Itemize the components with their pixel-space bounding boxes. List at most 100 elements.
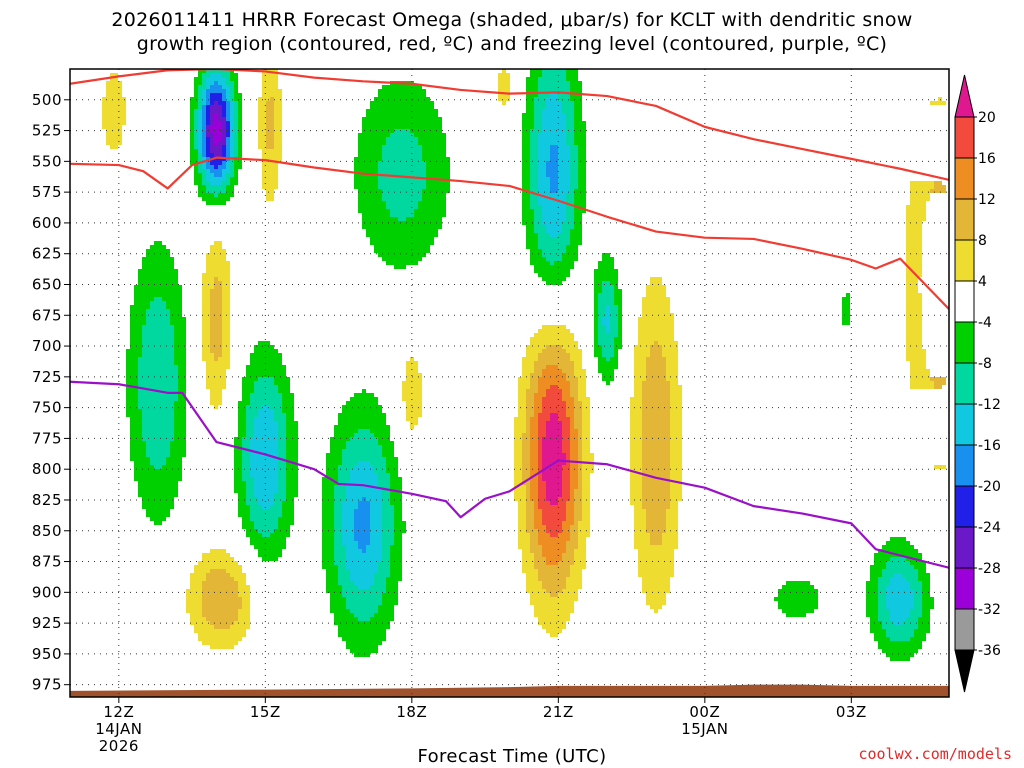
omega-cell	[570, 449, 578, 453]
omega-cell	[930, 377, 946, 381]
omega-cell	[574, 121, 586, 125]
omega-cell	[190, 121, 194, 125]
omega-cell	[570, 493, 574, 497]
omega-cell	[210, 169, 222, 173]
omega-cell	[530, 201, 538, 205]
omega-cell	[218, 117, 226, 121]
omega-cell	[570, 157, 578, 161]
omega-cell	[582, 441, 590, 445]
omega-cell	[150, 517, 166, 521]
omega-cell	[322, 561, 334, 565]
omega-cell	[634, 393, 642, 397]
omega-cell	[522, 209, 534, 213]
omega-cell	[274, 501, 282, 505]
omega-cell	[222, 317, 230, 321]
omega-cell	[202, 613, 238, 617]
omega-cell	[246, 501, 258, 505]
omega-cell	[214, 625, 230, 629]
omega-cell	[666, 365, 678, 369]
omega-cell	[930, 101, 946, 105]
omega-cell	[538, 541, 566, 545]
omega-cell	[642, 425, 670, 429]
omega-cell	[194, 109, 198, 113]
omega-cell	[234, 453, 242, 457]
omega-cell	[130, 321, 146, 325]
omega-cell	[522, 137, 530, 141]
omega-cell	[570, 381, 578, 385]
omega-cell	[386, 261, 418, 265]
omega-cell	[922, 609, 930, 613]
omega-cell	[198, 133, 202, 137]
omega-cell	[174, 429, 186, 433]
omega-cell	[382, 501, 390, 505]
omega-cell	[262, 77, 278, 81]
omega-cell	[234, 461, 242, 465]
omega-cell	[194, 121, 198, 125]
omega-cell	[226, 185, 234, 189]
omega-cell	[382, 533, 394, 537]
omega-cell	[146, 249, 170, 253]
omega-cell	[642, 461, 670, 465]
omega-cell	[530, 377, 538, 381]
omega-cell	[422, 193, 446, 197]
omega-cell	[134, 285, 182, 289]
omega-cell	[278, 441, 286, 445]
omega-cell	[646, 357, 666, 361]
omega-cell	[250, 461, 278, 465]
omega-cell	[530, 337, 574, 341]
omega-cell	[574, 413, 582, 417]
omega-cell	[666, 361, 678, 365]
omega-cell	[138, 369, 178, 373]
omega-cell	[530, 545, 542, 549]
omega-cell	[546, 421, 562, 425]
omega-cell	[562, 345, 578, 349]
omega-cell	[526, 241, 538, 245]
omega-cell	[522, 221, 534, 225]
omega-cell	[186, 597, 202, 601]
omega-cell	[354, 161, 378, 165]
omega-cell	[514, 477, 522, 481]
omega-cell	[502, 101, 506, 105]
omega-cell	[530, 449, 538, 453]
omega-cell	[186, 605, 202, 609]
omega-cell	[870, 573, 882, 577]
omega-cell	[642, 385, 670, 389]
omega-cell	[906, 301, 922, 305]
omega-cell	[190, 581, 202, 585]
omega-cell	[570, 573, 582, 577]
omega-cell	[238, 133, 242, 137]
omega-cell	[534, 401, 542, 405]
omega-cell	[570, 437, 578, 441]
omega-cell	[670, 457, 682, 461]
omega-cell	[526, 101, 534, 105]
omega-cell	[910, 637, 926, 641]
omega-cell	[654, 609, 658, 613]
omega-cell	[582, 453, 594, 457]
omega-cell	[382, 553, 390, 557]
omega-cell	[374, 249, 430, 253]
omega-cell	[526, 89, 538, 93]
omega-cell	[150, 245, 166, 249]
omega-cell	[546, 365, 558, 369]
omega-cell	[210, 389, 222, 393]
omega-cell	[558, 97, 570, 101]
omega-cell	[570, 525, 578, 529]
omega-cell	[262, 405, 270, 409]
omega-cell	[322, 489, 334, 493]
omega-cell	[354, 581, 374, 585]
omega-cell	[522, 437, 530, 441]
omega-cell	[322, 549, 334, 553]
omega-cell	[642, 405, 670, 409]
omega-cell	[558, 165, 570, 169]
omega-cell	[842, 305, 850, 309]
omega-cell	[138, 269, 178, 273]
omega-cell	[138, 397, 178, 401]
omega-cell	[242, 437, 250, 441]
omega-cell	[214, 113, 218, 117]
omega-cell	[170, 441, 186, 445]
contour-lines	[70, 69, 949, 569]
omega-cell	[934, 385, 942, 389]
omega-cell	[538, 457, 542, 461]
omega-cell	[210, 105, 222, 109]
omega-cell	[226, 121, 230, 125]
